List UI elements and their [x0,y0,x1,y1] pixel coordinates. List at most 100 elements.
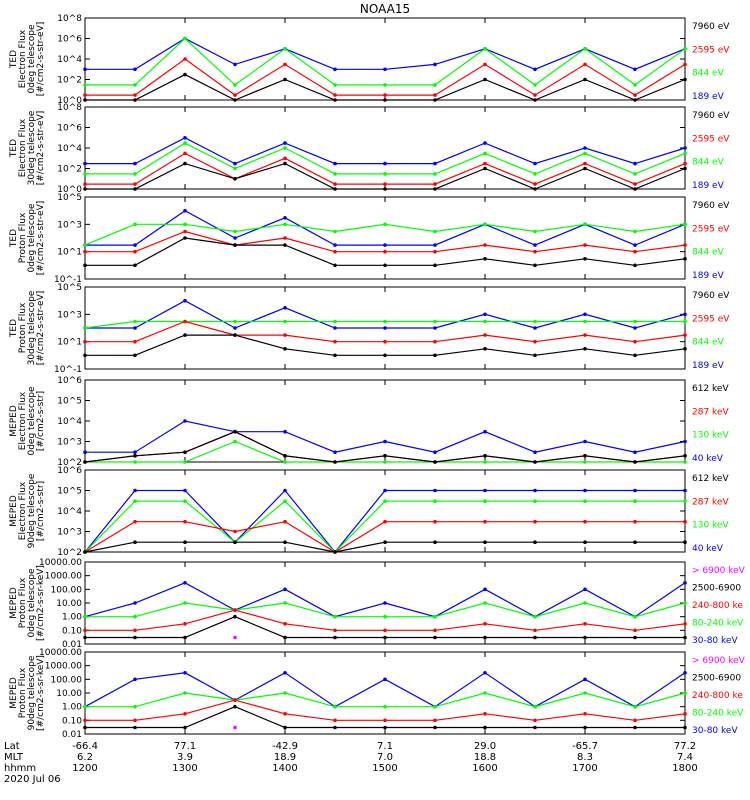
data-point [533,263,537,268]
y-tick-label: 10^-1 [54,275,82,285]
axis-row-label: MLT [4,752,24,763]
data-point [133,601,137,605]
data-point [183,712,187,716]
data-point [683,671,687,675]
legend-entry: 40 keV [692,544,724,554]
legend-entry: 2595 eV [692,45,730,55]
data-point [83,718,87,723]
y-axis-label-line: Proton Flux [18,302,28,353]
y-tick-label: 10^6 [57,376,82,386]
data-point [283,222,287,227]
axis-row-value: 18.9 [274,752,296,763]
data-point [233,704,237,709]
data-point [683,62,687,67]
data-point [533,67,537,72]
data-point [683,319,687,324]
data-point [433,628,437,633]
data-point [533,326,537,330]
data-point [283,161,287,166]
data-point [633,460,637,464]
data-point [233,236,237,240]
data-point [633,263,637,268]
data-point [683,581,687,585]
data-point [583,77,587,82]
y-axis-label: TEDProton Flux0deg telescope[#/cm2-s-str… [9,201,46,276]
data-point [183,450,187,455]
data-point [133,93,137,97]
data-point [233,529,237,534]
data-point [533,319,537,324]
y-tick-label: 10^6 [57,35,82,45]
data-point [283,622,287,626]
data-point [683,257,687,261]
y-tick-label: 10^2 [57,458,82,468]
y-axis-label-line: [#/cm2-s-str-eV] [36,22,46,97]
data-point [583,488,587,493]
y-axis-label-line: TED [9,319,19,338]
data-point [183,208,187,213]
data-point [583,243,587,247]
data-point [133,614,137,619]
data-point [683,166,687,171]
data-point [583,691,587,695]
data-point [433,249,437,254]
data-point [433,229,437,234]
legend-entry: 844 eV [692,248,725,258]
data-point [383,98,387,102]
series-line-240-800-ke [85,609,686,631]
data-point [583,312,587,317]
axis-row-value: 1700 [572,763,597,774]
data-point [333,172,337,176]
data-point [433,718,437,723]
y-tick-label: 100.00 [51,675,83,685]
data-point [233,429,237,434]
series-line-2595-ev [85,58,686,96]
data-point [683,222,687,227]
data-point [233,540,237,544]
y-tick-label: 10^0 [57,185,82,195]
y-tick-label: 10.00 [56,599,82,609]
data-point [333,339,337,344]
y-axis-label-line: Proton Flux [18,577,28,628]
data-point [283,47,287,51]
data-point [283,499,287,504]
data-point [583,47,587,51]
legend-entry: 844 eV [692,338,725,348]
data-point [133,540,137,544]
data-point [383,439,387,444]
data-point [483,499,487,504]
data-point [633,614,637,619]
panel-7: 0.010.101.0010.00100.001000.0010000.00ME… [9,558,746,650]
data-point [533,161,537,166]
data-point [83,187,87,191]
data-point [383,353,387,358]
data-point [533,725,537,730]
axis-row-value: 1500 [372,763,397,774]
data-point [83,93,87,97]
y-tick-label: 10^8 [57,103,82,113]
data-point [283,587,287,592]
axis-row-value: -66.4 [72,741,98,752]
y-tick-label: 10^0 [57,96,82,106]
data-point [483,166,487,171]
data-point [683,454,687,458]
data-point [333,161,337,166]
data-point [633,161,637,166]
axis-row-value: 1300 [172,763,197,774]
data-point [283,236,287,240]
data-point [383,601,387,605]
data-point [333,550,337,554]
legend-entry: > 6900 keV [692,566,746,576]
data-point [433,725,437,730]
y-axis-label-line: Electron Flux [18,118,28,177]
panel-8: 0.010.101.0010.00100.001000.0010000.00ME… [9,648,746,740]
data-point [233,62,237,67]
data-point [133,243,137,247]
legend-entry: 240-800 ke [692,691,743,701]
data-point [583,635,587,640]
data-point [83,243,87,247]
data-point [383,704,387,709]
y-tick-label: 1000.00 [45,572,82,582]
panel-1: 10^0 10^2 10^4 10^6 10^8 TEDElectron Flux0deg… [9,14,730,106]
data-point [583,622,587,626]
